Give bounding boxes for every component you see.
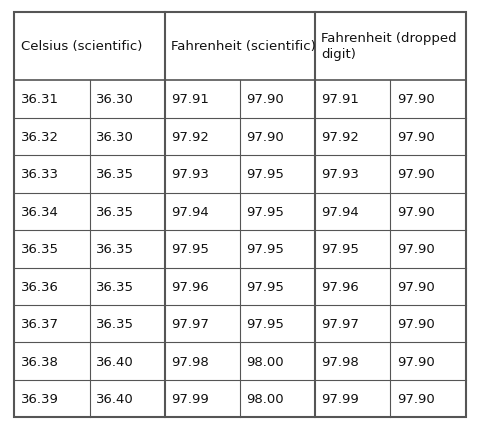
Text: 97.96: 97.96 xyxy=(322,280,359,293)
Text: 36.35: 36.35 xyxy=(96,205,134,218)
Text: 97.91: 97.91 xyxy=(322,93,360,106)
Text: 97.90: 97.90 xyxy=(246,130,284,144)
Text: 97.93: 97.93 xyxy=(171,168,209,181)
Text: 36.33: 36.33 xyxy=(21,168,59,181)
Text: 97.95: 97.95 xyxy=(246,205,284,218)
Text: 97.90: 97.90 xyxy=(396,280,434,293)
Text: 97.95: 97.95 xyxy=(171,243,209,256)
Text: 97.90: 97.90 xyxy=(246,93,284,106)
Text: 97.90: 97.90 xyxy=(396,355,434,368)
Text: 97.90: 97.90 xyxy=(396,130,434,144)
Text: 97.90: 97.90 xyxy=(396,168,434,181)
Text: 98.00: 98.00 xyxy=(246,392,284,405)
Text: 97.92: 97.92 xyxy=(322,130,360,144)
Text: 97.93: 97.93 xyxy=(322,168,360,181)
Text: 97.98: 97.98 xyxy=(171,355,209,368)
Text: 97.98: 97.98 xyxy=(322,355,359,368)
Text: 97.96: 97.96 xyxy=(171,280,209,293)
Text: 36.39: 36.39 xyxy=(21,392,59,405)
Text: 97.95: 97.95 xyxy=(246,317,284,331)
Text: 97.95: 97.95 xyxy=(246,243,284,256)
Text: 36.30: 36.30 xyxy=(96,93,134,106)
Text: 36.36: 36.36 xyxy=(21,280,59,293)
Text: 97.99: 97.99 xyxy=(322,392,359,405)
Text: 36.34: 36.34 xyxy=(21,205,59,218)
Text: 97.95: 97.95 xyxy=(246,168,284,181)
Text: 36.37: 36.37 xyxy=(21,317,59,331)
Text: 36.32: 36.32 xyxy=(21,130,59,144)
Text: 36.35: 36.35 xyxy=(96,280,134,293)
Text: 97.91: 97.91 xyxy=(171,93,209,106)
Text: 97.94: 97.94 xyxy=(322,205,359,218)
Text: 36.31: 36.31 xyxy=(21,93,59,106)
Text: 36.38: 36.38 xyxy=(21,355,59,368)
Text: 36.35: 36.35 xyxy=(96,243,134,256)
Text: 97.95: 97.95 xyxy=(322,243,360,256)
Text: 97.90: 97.90 xyxy=(396,317,434,331)
Text: 36.40: 36.40 xyxy=(96,392,133,405)
Text: 36.35: 36.35 xyxy=(96,317,134,331)
Text: Fahrenheit (scientific): Fahrenheit (scientific) xyxy=(171,40,316,53)
Text: 36.35: 36.35 xyxy=(96,168,134,181)
Text: 97.97: 97.97 xyxy=(171,317,209,331)
Text: 97.90: 97.90 xyxy=(396,243,434,256)
Text: 36.35: 36.35 xyxy=(21,243,59,256)
Text: 36.30: 36.30 xyxy=(96,130,134,144)
Text: 97.97: 97.97 xyxy=(322,317,360,331)
Text: Celsius (scientific): Celsius (scientific) xyxy=(21,40,142,53)
Text: 97.99: 97.99 xyxy=(171,392,209,405)
Text: 97.90: 97.90 xyxy=(396,205,434,218)
Text: Fahrenheit (dropped
digit): Fahrenheit (dropped digit) xyxy=(322,32,457,61)
Text: 97.92: 97.92 xyxy=(171,130,209,144)
Text: 97.90: 97.90 xyxy=(396,93,434,106)
Text: 98.00: 98.00 xyxy=(246,355,284,368)
Text: 36.40: 36.40 xyxy=(96,355,133,368)
Text: 97.94: 97.94 xyxy=(171,205,209,218)
Text: 97.90: 97.90 xyxy=(396,392,434,405)
Text: 97.95: 97.95 xyxy=(246,280,284,293)
